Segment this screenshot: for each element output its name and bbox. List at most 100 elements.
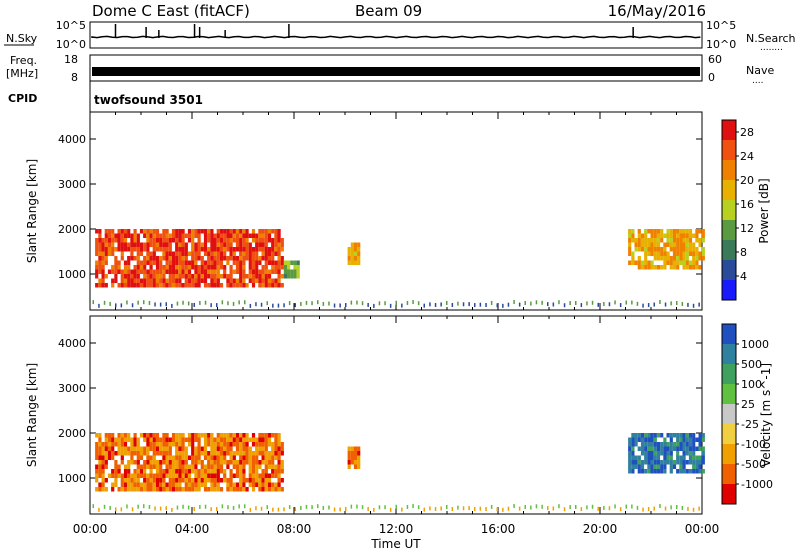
echo-cell [152,229,156,234]
echo-cell [264,269,268,274]
freq-tick-top: 18 [64,53,78,66]
noise-cell [288,301,291,306]
echo-cell [669,442,673,447]
echo-cell [178,437,182,442]
echo-cell [104,446,108,451]
noise-cell [530,301,532,306]
echo-cell [130,269,134,274]
echo-cell [146,274,150,279]
echo-cell [223,437,227,442]
freq-label-line2: [MHz] [6,67,38,80]
echo-cell [660,460,664,465]
echo-cell [640,469,645,474]
echo-cell [248,446,252,451]
echo-cell [235,233,240,238]
echo-cell [191,242,195,247]
echo-cell [114,460,118,465]
noise-cell [176,301,179,306]
echo-cell [155,487,160,492]
echo-cell [98,469,102,474]
echo-cell [95,464,99,469]
noise-cell [249,507,252,512]
echo-cell [191,455,195,460]
echo-cell [159,437,163,442]
echo-cell [264,233,268,238]
echo-cell [634,242,638,247]
echo-cell [248,269,252,274]
echo-cell [175,473,179,478]
echo-cell [357,242,361,247]
echo-cell [685,233,689,238]
echo-cell [146,229,150,234]
echo-cell [679,464,683,469]
echo-cell [194,455,198,460]
echo-cell [232,455,236,460]
echo-cell [216,251,220,256]
echo-cell [663,247,667,252]
echo-cell [245,229,249,234]
noise-cell [434,303,437,308]
echo-cell [235,446,240,451]
echo-cell [248,455,252,460]
echo-cell [271,260,275,265]
echo-cell [111,442,115,447]
echo-cell [261,247,265,252]
echo-cell [197,482,201,487]
echo-cell [669,229,673,234]
echo-cell [226,274,230,279]
noise-cell [614,504,616,509]
echo-cell [98,265,102,270]
echo-cell [159,442,163,447]
echo-cell [271,464,275,469]
echo-cell [127,446,131,451]
echo-cell [194,274,198,279]
echo-cell [127,451,131,456]
echo-cell [136,274,140,279]
echo-cell [200,460,204,465]
echo-cell [663,464,667,469]
echo-cell [159,464,163,469]
echo-cell [168,274,172,279]
echo-cell [194,437,198,442]
echo-cell [203,233,208,238]
echo-cell [155,482,160,487]
echo-cell [353,464,358,469]
echo-cell [672,442,677,447]
echo-cell [146,260,150,265]
echo-cell [152,274,156,279]
noise-cell [692,507,695,512]
echo-cell [194,247,198,252]
echo-cell [155,478,160,483]
noise-cell [350,300,353,305]
echo-cell [191,256,195,261]
echo-cell [149,274,153,279]
y-tick-label: 2000 [58,223,86,236]
echo-cell [640,460,645,465]
echo-cell [672,229,677,234]
echo-cell [123,437,128,442]
echo-cell [200,478,204,483]
echo-cell [688,251,693,256]
echo-cell [235,247,240,252]
echo-cell [120,242,124,247]
echo-cell [701,433,705,438]
noise-cell [401,507,403,512]
echo-cell [130,442,134,447]
echo-cell [197,242,201,247]
echo-cell [219,247,224,252]
echo-cell [136,242,140,247]
noise-cell [115,303,117,308]
noise-cell [356,504,358,509]
echo-cell [149,478,153,483]
echo-cell [644,469,648,474]
echo-cell [123,260,128,265]
echo-cell [139,451,144,456]
echo-cell [178,473,182,478]
echo-cell [277,256,281,261]
echo-cell [191,274,195,279]
echo-cell [219,238,224,243]
echo-cell [672,260,677,265]
echo-cell [666,442,670,447]
echo-cell [213,455,217,460]
